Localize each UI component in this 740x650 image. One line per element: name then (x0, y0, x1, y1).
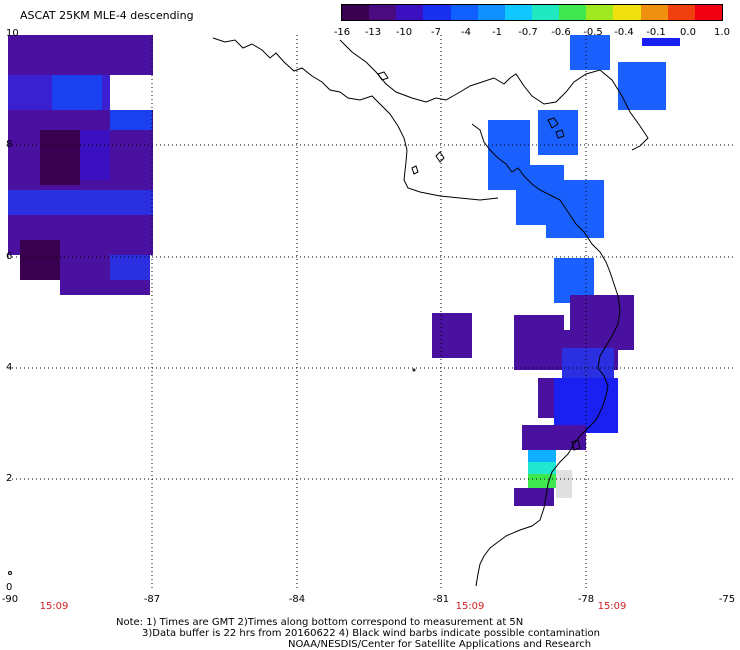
wind-cell (546, 180, 604, 238)
graticule (8, 35, 734, 590)
colorbar (341, 4, 723, 21)
map-title: ASCAT 25KM MLE-4 descending (20, 9, 194, 22)
colorbar-segment (586, 5, 614, 20)
wind-cell (52, 75, 102, 110)
wind-cell (40, 130, 80, 185)
colorbar-segment (396, 5, 424, 20)
lat-label: 6 (6, 251, 13, 262)
wind-cell (528, 462, 556, 474)
wind-cell (538, 110, 578, 155)
colorbar-segment (613, 5, 641, 20)
colorbar-tick-label: 0.0 (680, 27, 696, 38)
colorbar-tick-label: -0.6 (551, 27, 571, 38)
wind-cell (8, 35, 153, 75)
wind-cell (562, 348, 614, 378)
colorbar-segment (640, 5, 668, 20)
lon-label: -75 (718, 594, 736, 605)
wind-cell (528, 474, 556, 488)
coastline (8, 37, 649, 587)
colorbar-tick-label: -16 (333, 27, 351, 38)
wind-cell (618, 62, 666, 110)
wind-cell (8, 190, 153, 215)
footer-note-line2: 3)Data buffer is 22 hrs from 20160622 4)… (142, 628, 600, 639)
wind-cell (110, 255, 150, 280)
lat-label: 4 (6, 362, 13, 373)
colorbar-segment (667, 5, 695, 20)
lat-label: 2 (6, 473, 13, 484)
wind-cell (522, 425, 586, 450)
wind-cell (514, 488, 554, 506)
pass-time-label: 15:09 (39, 601, 69, 612)
colorbar-segment (477, 5, 505, 20)
colorbar-segment (504, 5, 532, 20)
colorbar-segment (450, 5, 478, 20)
wind-cell (110, 110, 152, 130)
lat-label: 8 (6, 139, 13, 150)
colorbar-tick-label: -0.7 (518, 27, 538, 38)
lon-label: -87 (143, 594, 161, 605)
lon-label: -81 (432, 594, 450, 605)
wind-cell (556, 470, 572, 498)
wind-cell (432, 313, 472, 358)
lon-label: -84 (288, 594, 306, 605)
lon-label: -90 (1, 594, 19, 605)
colorbar-segment (559, 5, 587, 20)
wind-cell (80, 130, 110, 180)
wind-cell (642, 38, 680, 46)
lon-label: -78 (577, 594, 595, 605)
wind-cell (8, 75, 53, 110)
wind-cell (528, 450, 556, 462)
wind-data-swath (8, 35, 680, 506)
colorbar-segment (423, 5, 451, 20)
pass-time-label: 15:09 (597, 601, 627, 612)
colorbar-tick-label: -0.1 (646, 27, 666, 38)
colorbar-segment (342, 5, 370, 20)
colorbar-tick-label: 1.0 (714, 27, 730, 38)
lat-label: 10 (6, 28, 19, 39)
lat-label: 0 (6, 582, 13, 593)
colorbar-segment (694, 5, 722, 20)
colorbar-tick-label: -1 (492, 27, 502, 38)
footer-note-line1: Note: 1) Times are GMT 2)Times along bot… (116, 617, 524, 628)
wind-cell (20, 240, 60, 280)
wind-cell (570, 35, 610, 70)
colorbar-segment (369, 5, 397, 20)
colorbar-segment (531, 5, 560, 20)
colorbar-tick-label: -7 (431, 27, 441, 38)
wind-cell (102, 75, 110, 110)
colorbar-tick-label: -0.5 (583, 27, 603, 38)
colorbar-tick-label: -0.4 (614, 27, 634, 38)
colorbar-tick-label: -10 (395, 27, 413, 38)
colorbar-tick-label: -13 (364, 27, 382, 38)
footer-credit: NOAA/NESDIS/Center for Satellite Applica… (288, 639, 592, 650)
colorbar-tick-label: -4 (461, 27, 471, 38)
pass-time-label: 15:09 (455, 601, 485, 612)
